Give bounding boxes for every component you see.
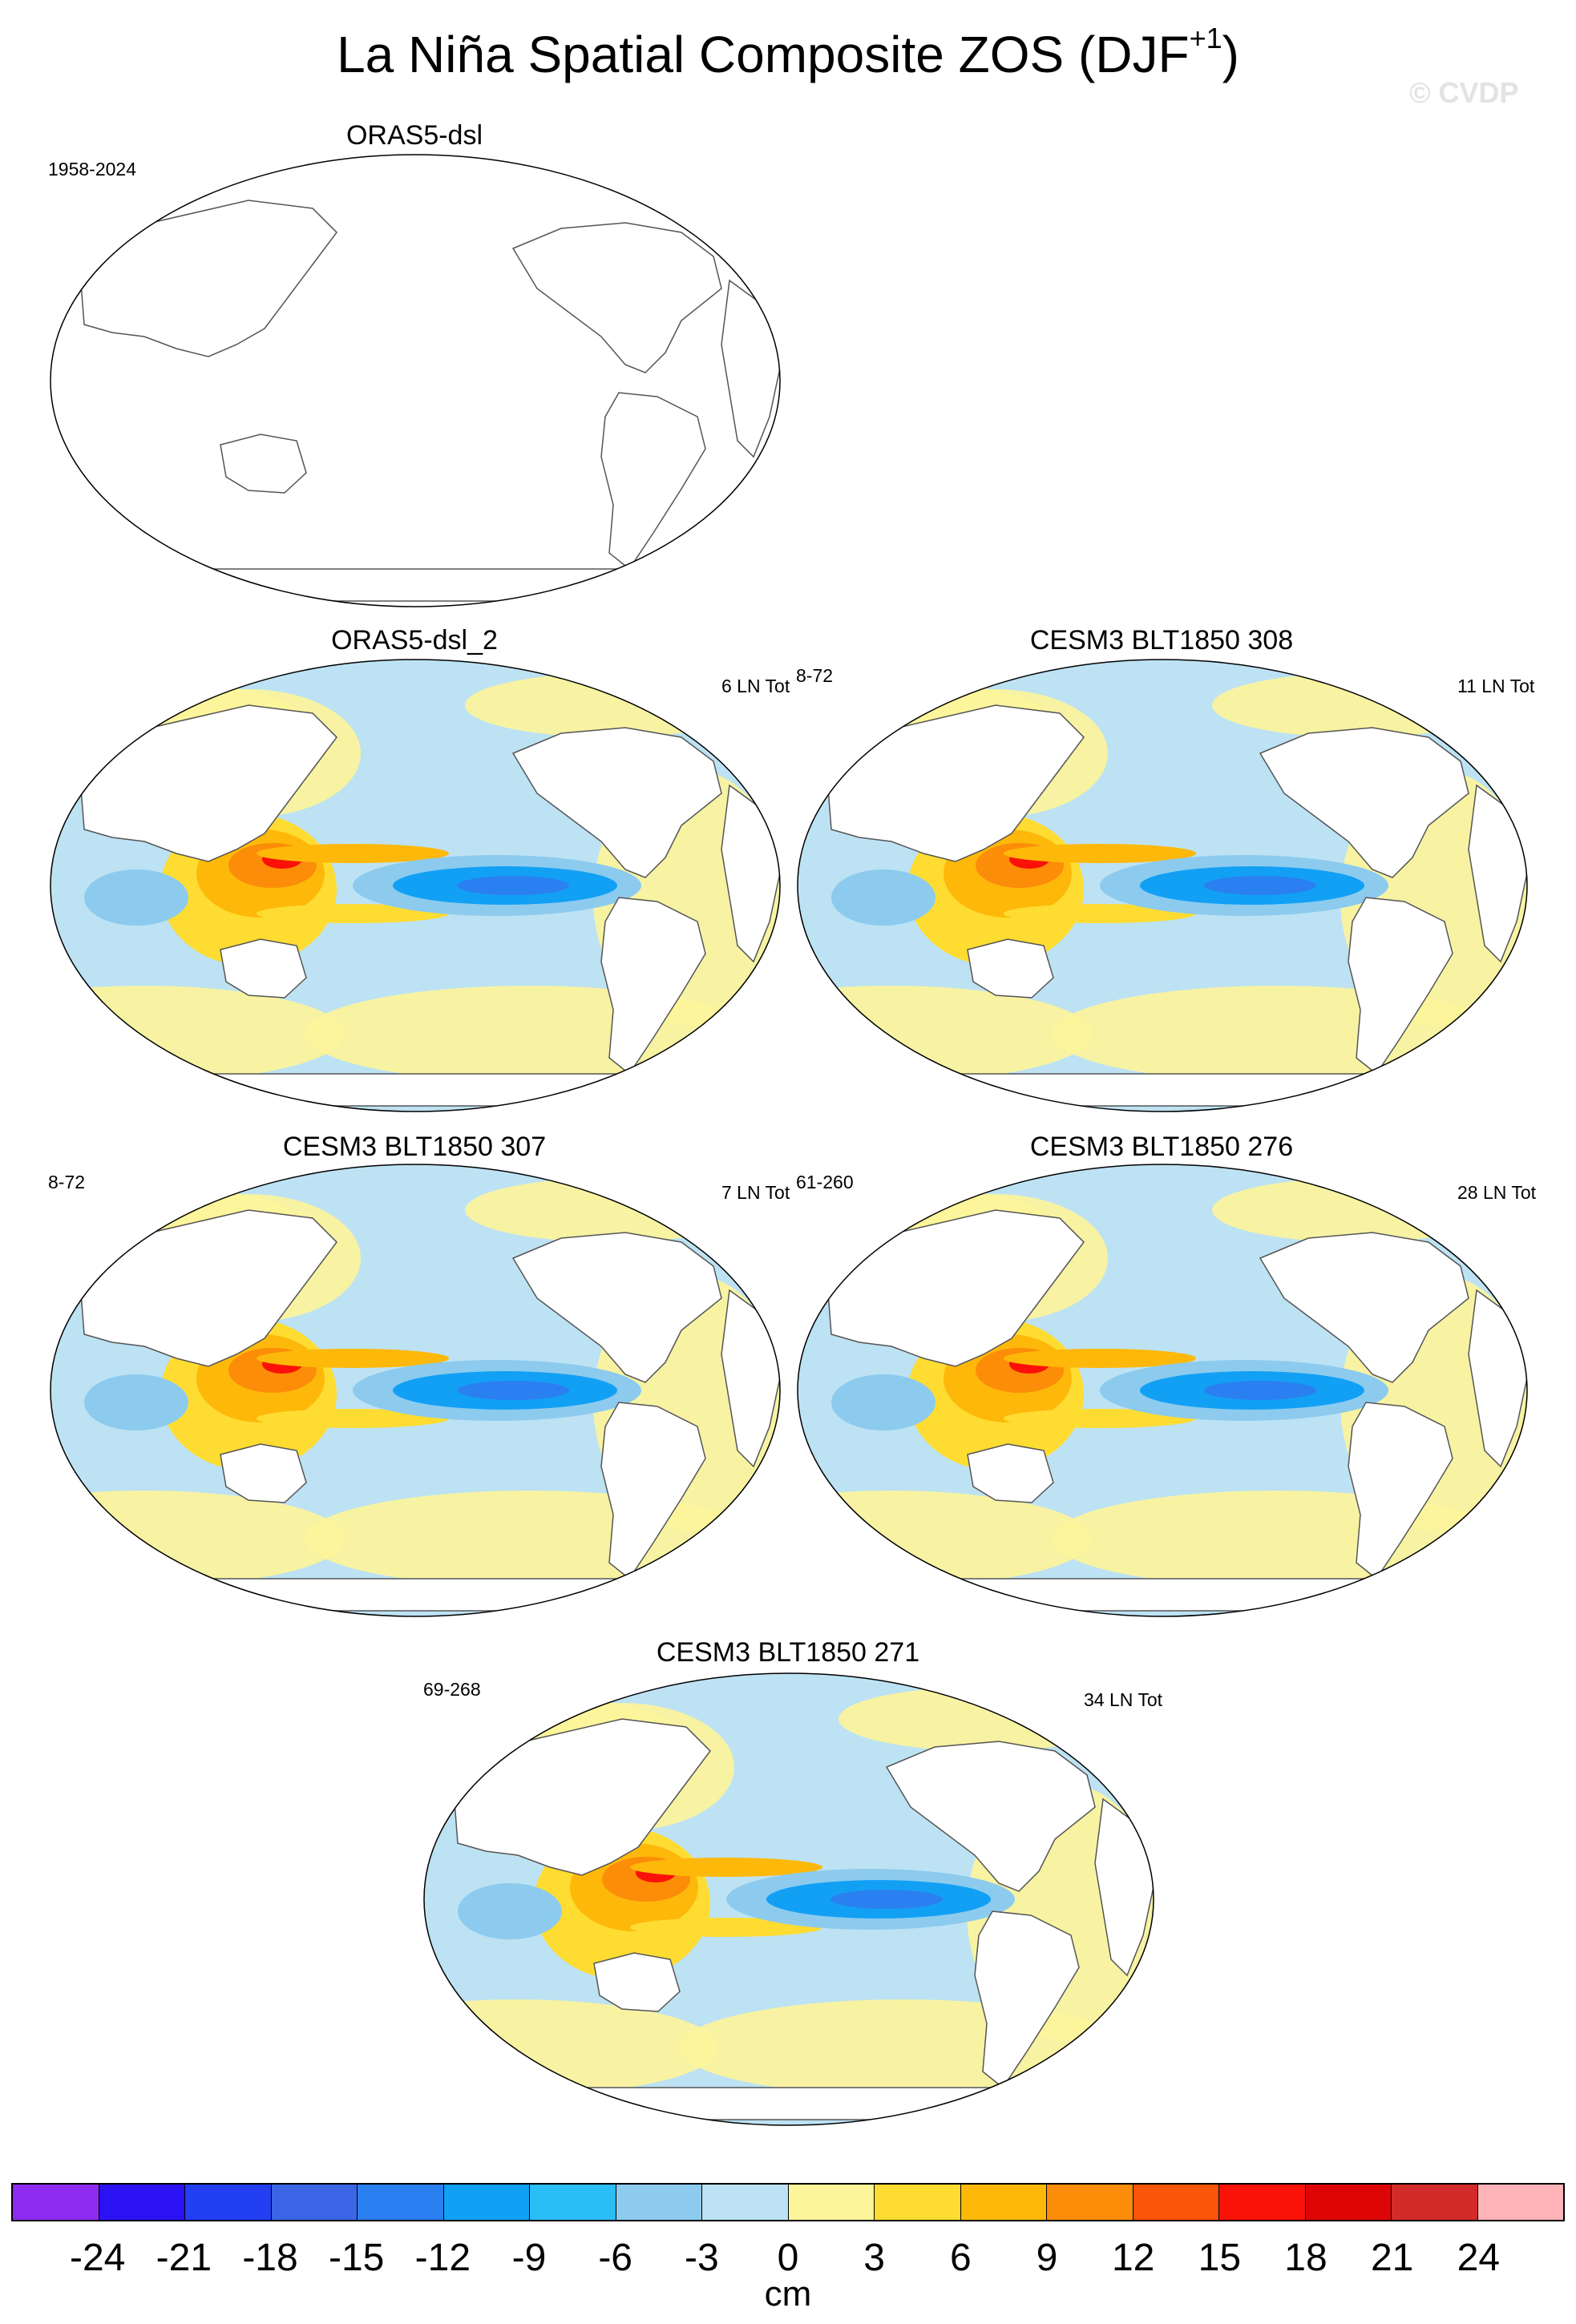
colorbar-swatch bbox=[1477, 2185, 1563, 2220]
title-superscript: +1 bbox=[1189, 22, 1222, 54]
map-oras5-dsl-2 bbox=[50, 659, 781, 1112]
colorbar-swatch bbox=[358, 2185, 444, 2220]
panel-count-cesm3-308: 11 LN Tot bbox=[1457, 676, 1535, 696]
colorbar-swatch bbox=[99, 2185, 185, 2220]
colorbar-swatch bbox=[875, 2185, 961, 2220]
panel-title-oras5-dsl: ORAS5-dsl bbox=[346, 120, 483, 151]
panel-years-cesm3-276: 61-260 bbox=[796, 1172, 854, 1192]
colorbar-tick-label: 24 bbox=[1457, 2237, 1501, 2279]
panel-title-cesm3-307: CESM3 BLT1850 307 bbox=[282, 1132, 547, 1162]
colorbar-tick-label: -12 bbox=[414, 2237, 471, 2279]
map-cesm3-271 bbox=[423, 1672, 1154, 2126]
colorbar-swatch bbox=[271, 2185, 358, 2220]
colorbar-tick-label: 3 bbox=[863, 2237, 886, 2279]
colorbar-tick-label: -24 bbox=[69, 2237, 126, 2279]
title-close: ) bbox=[1222, 26, 1239, 83]
colorbar-swatch bbox=[960, 2185, 1047, 2220]
colorbar-swatch bbox=[443, 2185, 530, 2220]
colorbar-tick-label: -21 bbox=[156, 2237, 212, 2279]
panel-count-cesm3-307: 7 LN Tot bbox=[721, 1182, 790, 1203]
colorbar-tick-label: 9 bbox=[1036, 2237, 1058, 2279]
map-cesm3-308 bbox=[797, 659, 1528, 1112]
colorbar-swatch bbox=[185, 2185, 272, 2220]
panel-count-cesm3-276: 28 LN Tot bbox=[1457, 1182, 1537, 1203]
colorbar-tick-label: 0 bbox=[777, 2237, 799, 2279]
title-text: La Niña Spatial Composite ZOS (DJF bbox=[337, 26, 1190, 83]
map-oras5-dsl bbox=[50, 154, 781, 607]
colorbar-swatch bbox=[530, 2185, 616, 2220]
colorbar-tick-label: 18 bbox=[1284, 2237, 1327, 2279]
colorbar bbox=[11, 2183, 1565, 2221]
panel-count-cesm3-271: 34 LN Tot bbox=[1084, 1689, 1163, 1710]
colorbar-swatch bbox=[702, 2185, 789, 2220]
cvdp-watermark: © CVDP bbox=[1409, 76, 1519, 109]
colorbar-swatch bbox=[616, 2185, 702, 2220]
colorbar-tick-label: -15 bbox=[328, 2237, 385, 2279]
panel-title-cesm3-308: CESM3 BLT1850 308 bbox=[1029, 625, 1294, 656]
panel-count-oras5-dsl-2: 6 LN Tot bbox=[721, 676, 790, 696]
colorbar-tick-label: 15 bbox=[1198, 2237, 1242, 2279]
figure-title: La Niña Spatial Composite ZOS (DJF+1) bbox=[0, 22, 1576, 87]
colorbar-tick-label: -3 bbox=[684, 2237, 719, 2279]
colorbar-tick-label: -6 bbox=[598, 2237, 632, 2279]
colorbar-tick-label: -18 bbox=[242, 2237, 298, 2279]
panel-title-cesm3-276: CESM3 BLT1850 276 bbox=[1029, 1132, 1294, 1162]
map-cesm3-307 bbox=[50, 1164, 781, 1617]
panel-years-cesm3-308: 8-72 bbox=[796, 665, 834, 686]
colorbar-tick-label: 21 bbox=[1370, 2237, 1414, 2279]
panel-years-cesm3-307: 8-72 bbox=[48, 1172, 86, 1192]
colorbar-units: cm bbox=[764, 2274, 812, 2314]
colorbar-swatch bbox=[13, 2185, 99, 2220]
panel-years-cesm3-271: 69-268 bbox=[423, 1679, 481, 1700]
colorbar-swatch bbox=[1219, 2185, 1306, 2220]
colorbar-swatch bbox=[1133, 2185, 1219, 2220]
map-cesm3-276 bbox=[797, 1164, 1528, 1617]
panel-years-oras5-dsl: 1958-2024 bbox=[48, 159, 136, 180]
colorbar-tick-label: -9 bbox=[511, 2237, 547, 2279]
panel-title-cesm3-271: CESM3 BLT1850 271 bbox=[656, 1637, 920, 1668]
panel-title-oras5-dsl-2: ORAS5-dsl_2 bbox=[331, 625, 498, 656]
colorbar-swatch bbox=[1047, 2185, 1134, 2220]
colorbar-swatch bbox=[1392, 2185, 1478, 2220]
colorbar-swatch bbox=[1305, 2185, 1392, 2220]
colorbar-tick-label: 12 bbox=[1111, 2237, 1155, 2279]
colorbar-swatch bbox=[788, 2185, 875, 2220]
colorbar-tick-label: 6 bbox=[949, 2237, 972, 2279]
